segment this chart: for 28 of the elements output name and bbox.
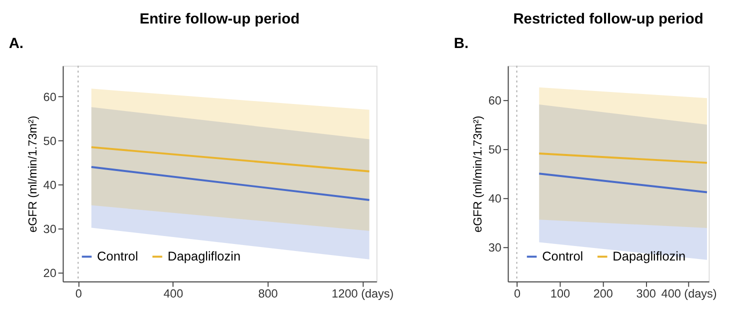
- y-axis-title: eGFR (ml/min/1.73m²): [26, 116, 40, 233]
- y-tick-label: 30: [43, 223, 57, 236]
- y-tick-label: 60: [488, 94, 502, 108]
- x-tick-label: 400 (days): [661, 288, 717, 301]
- x-tick-label: 800: [258, 288, 278, 301]
- x-tick-label: 100: [550, 288, 570, 301]
- y-axis-title: eGFR (ml/min/1.73m²): [471, 116, 484, 233]
- x-tick-label: 400: [164, 288, 184, 301]
- x-tick-label: 200: [593, 288, 614, 301]
- y-tick-label: 30: [488, 242, 502, 255]
- y-tick-label: 50: [488, 144, 502, 157]
- legend-label: Dapagliflozin: [612, 248, 686, 264]
- y-tick-label: 20: [43, 267, 57, 280]
- chart-title: Entire follow-up period: [140, 12, 300, 28]
- x-tick-label: 0: [75, 288, 82, 301]
- text: B.: [454, 36, 469, 52]
- y-tick-label: 60: [43, 90, 57, 104]
- x-tick-label: 300: [636, 288, 656, 301]
- chart-title: Restricted follow-up period: [513, 12, 704, 28]
- x-tick-label: 0: [514, 288, 522, 301]
- y-tick-label: 40: [488, 192, 502, 206]
- y-tick-label: 40: [43, 179, 57, 192]
- text: A.: [8, 36, 24, 52]
- legend-label: Control: [97, 248, 138, 264]
- legend-label: Dapagliflozin: [168, 248, 241, 264]
- y-tick-label: 50: [43, 135, 57, 148]
- x-tick-label: 1200 (days): [332, 288, 394, 301]
- legend-label: Control: [542, 248, 584, 264]
